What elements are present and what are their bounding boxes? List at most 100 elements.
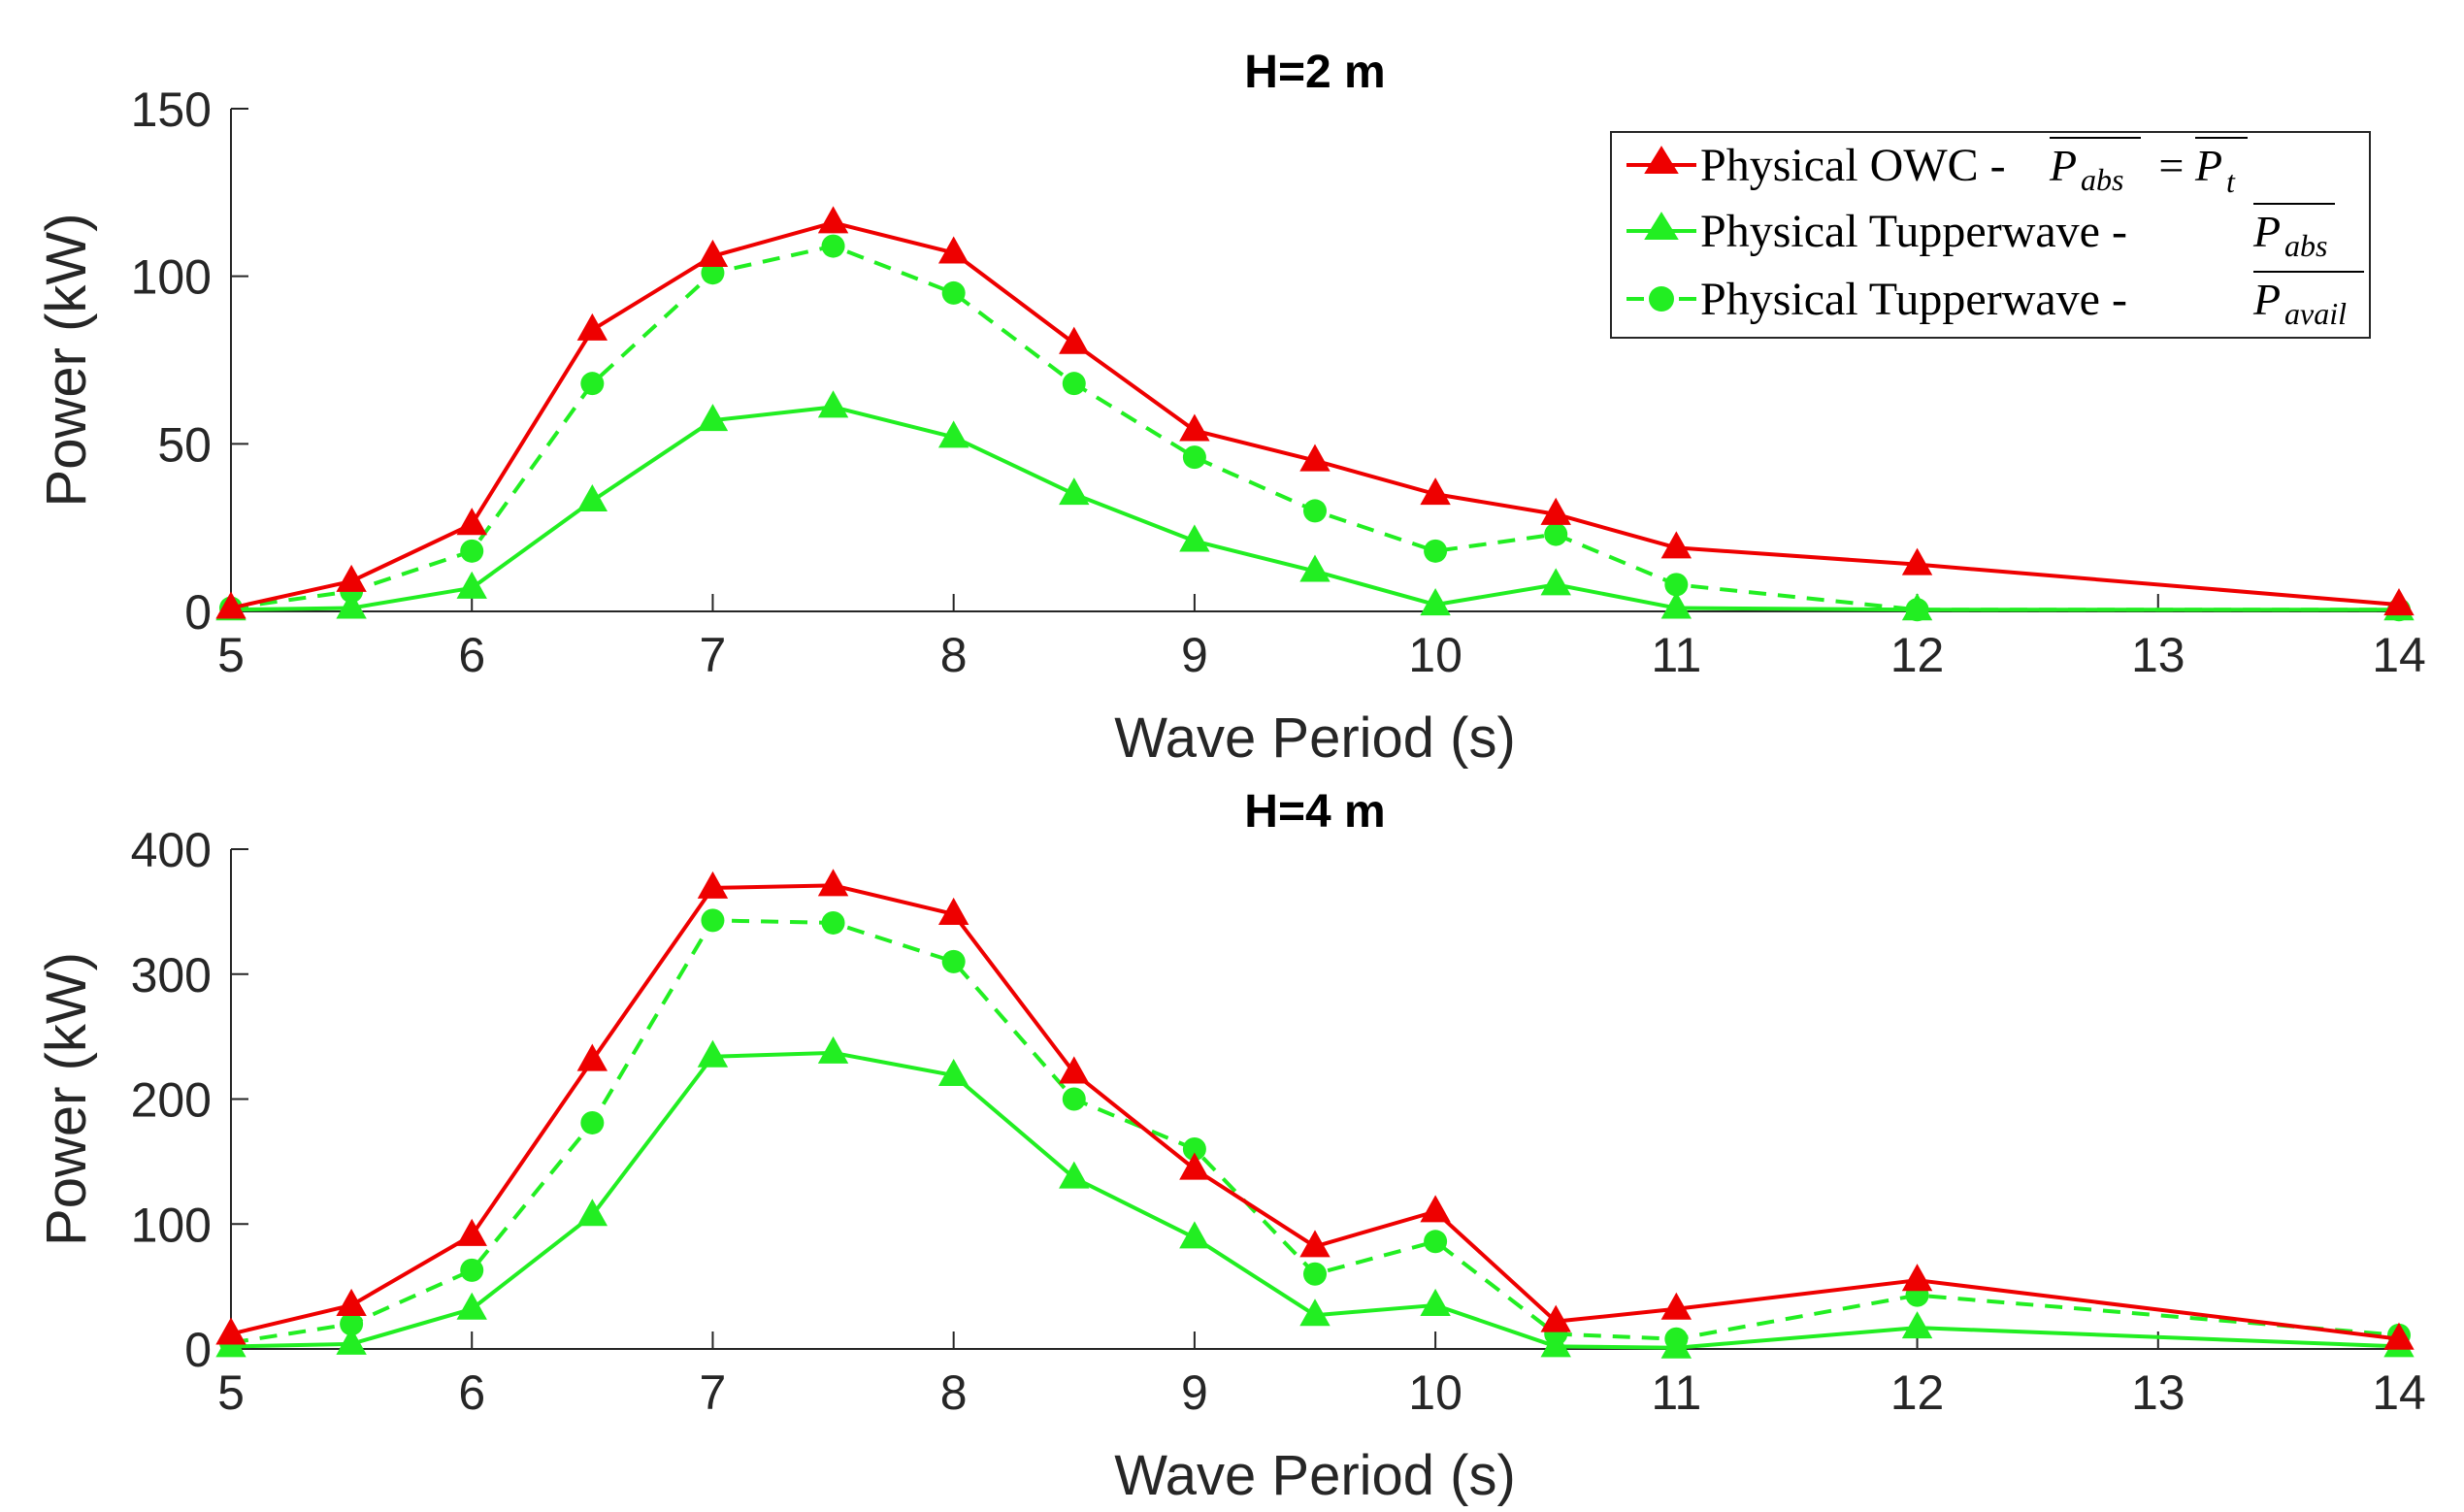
legend-item-owc: Physical OWC - P abs = P t — [1626, 137, 2248, 199]
data-point — [1299, 1230, 1331, 1258]
data-point — [941, 280, 966, 305]
chart-h4: 5 6 7 8 9 10 11 12 13 14 0 100 200 300 400 H=4 m Wave Pe… — [35, 786, 2426, 1507]
legend-sub-owc-1: abs — [2081, 162, 2123, 197]
x-tick-label: 9 — [1181, 628, 1208, 682]
y-tick-label: 100 — [131, 1198, 212, 1252]
x-tick-label: 5 — [217, 628, 245, 682]
data-point — [697, 1039, 729, 1068]
legend-box — [1610, 131, 2371, 339]
legend-math-owc-1: P — [2049, 141, 2077, 190]
data-point — [1901, 1311, 1933, 1339]
y-tick-label: 50 — [157, 417, 212, 472]
data-point — [576, 483, 608, 512]
data-point — [336, 591, 367, 619]
x-tick-label: 14 — [2372, 1365, 2426, 1420]
series-0 — [215, 869, 2415, 1350]
data-point — [1303, 1262, 1327, 1286]
series-2 — [219, 908, 2411, 1355]
y-tick-label: 0 — [184, 1323, 212, 1377]
data-point — [1179, 524, 1210, 552]
data-point — [576, 1199, 608, 1227]
data-point — [821, 910, 845, 935]
data-point — [1540, 497, 1571, 525]
data-point — [1179, 1221, 1210, 1249]
data-point — [937, 420, 969, 448]
data-point — [1901, 593, 1933, 621]
data-point — [937, 897, 969, 925]
data-point — [1420, 1195, 1451, 1223]
legend-item-tupper-abs: Physical Tupperwave - P abs — [1626, 203, 2335, 263]
data-point — [817, 1035, 849, 1064]
x-tick-label: 12 — [1890, 1365, 1945, 1420]
data-point — [1059, 477, 1090, 506]
y-axis-label: Power (kW) — [35, 952, 98, 1246]
data-point — [1059, 326, 1090, 354]
y-tick-label: 0 — [184, 585, 212, 640]
y-tick-label: 200 — [131, 1073, 212, 1128]
data-point — [336, 1327, 367, 1355]
legend-label-tupper-abs: Physical Tupperwave - — [1700, 206, 2127, 257]
data-point — [576, 1043, 608, 1071]
data-point — [336, 564, 367, 592]
data-point — [697, 239, 729, 267]
x-tick-label: 8 — [940, 628, 968, 682]
data-point — [1299, 554, 1331, 582]
legend-marker-owc — [1644, 146, 1679, 174]
y-tick-label: 150 — [131, 82, 212, 137]
data-point — [456, 1292, 487, 1320]
data-point — [1660, 531, 1692, 559]
legend-item-tupper-avail: Physical Tupperwave - P avail — [1626, 271, 2364, 331]
legend-eq-owc: = — [2145, 141, 2197, 190]
data-point — [460, 539, 484, 563]
chart-title: H=4 m — [1244, 786, 1385, 838]
data-point — [1182, 445, 1206, 470]
data-point — [701, 908, 725, 933]
x-axis-label: Wave Period (s) — [1114, 707, 1516, 770]
data-point — [1062, 1087, 1086, 1111]
data-point — [580, 372, 605, 396]
data-point — [1660, 1292, 1692, 1320]
data-point — [1424, 539, 1448, 563]
data-point — [817, 390, 849, 418]
data-point — [937, 1058, 969, 1087]
series-1 — [215, 1035, 2415, 1359]
data-point — [1299, 1298, 1331, 1327]
data-point — [215, 591, 246, 619]
data-point — [1420, 477, 1451, 506]
x-tick-label: 5 — [217, 1365, 245, 1420]
legend-math-tupper-avail: P — [2252, 275, 2281, 324]
x-tick-label: 13 — [2131, 628, 2185, 682]
data-point — [1303, 499, 1327, 523]
data-point — [1420, 1288, 1451, 1316]
data-point — [697, 404, 729, 432]
x-tick-label: 7 — [700, 628, 727, 682]
data-point — [456, 508, 487, 536]
data-point — [336, 1288, 367, 1316]
y-tick-label: 100 — [131, 250, 212, 305]
data-point — [697, 871, 729, 899]
x-tick-label: 6 — [458, 628, 485, 682]
data-point — [456, 1218, 487, 1246]
series-0 — [215, 206, 2415, 619]
data-point — [817, 869, 849, 897]
legend: Physical OWC - P abs = P t Physical Tupp… — [1610, 131, 2371, 339]
data-point — [1544, 522, 1568, 546]
data-point — [2383, 588, 2415, 616]
x-tick-label: 10 — [1408, 1365, 1462, 1420]
legend-label-tupper-avail: Physical Tupperwave - — [1700, 274, 2127, 325]
legend-sub-tupper-avail: avail — [2284, 296, 2347, 331]
y-axis-label: Power (kW) — [35, 214, 98, 508]
data-point — [1664, 573, 1689, 597]
data-point — [576, 312, 608, 341]
data-point — [1901, 1264, 1933, 1292]
legend-math-owc-2: P — [2194, 141, 2222, 190]
legend-marker-tupper-avail — [1649, 286, 1674, 312]
data-point — [817, 206, 849, 234]
legend-marker-tupper-abs — [1644, 212, 1679, 240]
data-point — [2383, 1322, 2415, 1350]
data-point — [456, 571, 487, 599]
data-point — [1299, 444, 1331, 472]
data-point — [1660, 1331, 1692, 1359]
data-point — [937, 236, 969, 264]
data-point — [1179, 1152, 1210, 1180]
